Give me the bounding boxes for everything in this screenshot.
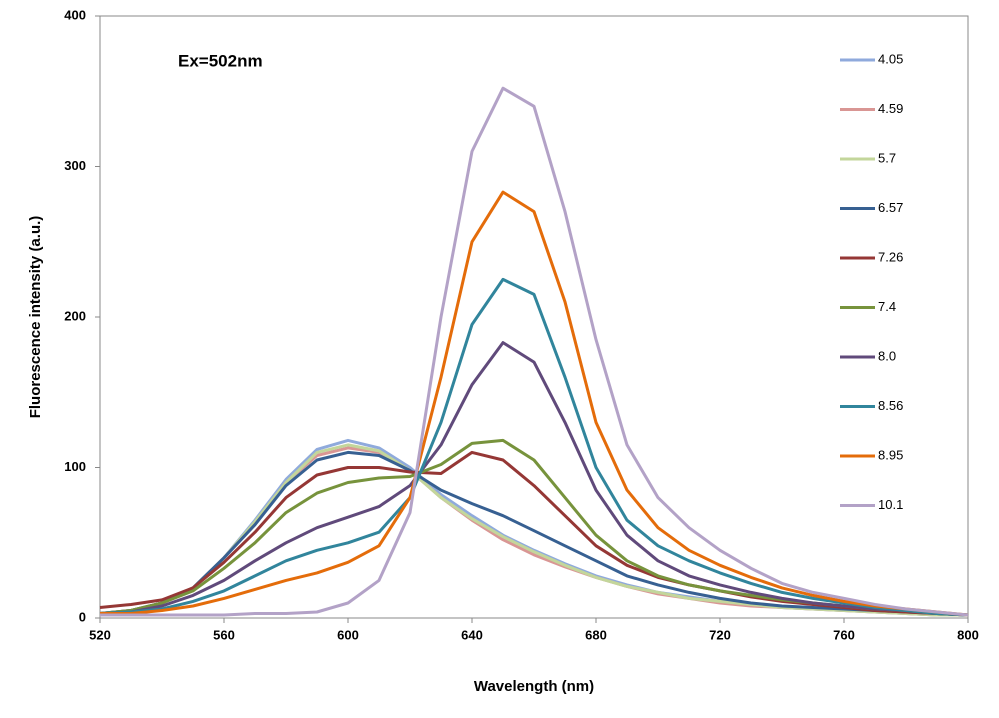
y-tick-label: 0 xyxy=(79,609,86,624)
annotation: Ex=502nm xyxy=(178,51,263,70)
legend-label: 5.7 xyxy=(878,150,896,165)
y-tick-label: 200 xyxy=(64,308,86,323)
x-tick-label: 640 xyxy=(461,627,483,642)
y-tick-label: 300 xyxy=(64,158,86,173)
x-tick-label: 760 xyxy=(833,627,855,642)
legend-label: 10.1 xyxy=(878,497,903,512)
x-tick-label: 720 xyxy=(709,627,731,642)
x-tick-label: 800 xyxy=(957,627,979,642)
legend-label: 8.0 xyxy=(878,348,896,363)
legend-label: 4.59 xyxy=(878,101,903,116)
series-line xyxy=(99,341,969,617)
legend-label: 7.4 xyxy=(878,299,896,314)
series-line xyxy=(99,450,969,617)
x-tick-label: 520 xyxy=(89,627,111,642)
y-axis-label: Fluorescence intensity (a.u.) xyxy=(27,216,44,419)
legend-label: 8.56 xyxy=(878,398,903,413)
series-line xyxy=(100,190,969,617)
x-tick-label: 680 xyxy=(585,627,607,642)
series-line xyxy=(99,450,969,617)
y-tick-label: 400 xyxy=(64,7,86,22)
x-tick-label: 560 xyxy=(213,627,235,642)
x-tick-label: 600 xyxy=(337,627,359,642)
y-tick-label: 100 xyxy=(64,459,86,474)
legend-label: 8.95 xyxy=(878,447,903,462)
legend-label: 6.57 xyxy=(878,200,903,215)
legend-label: 4.05 xyxy=(878,51,903,66)
legend-label: 7.26 xyxy=(878,249,903,264)
x-axis-label: Wavelength (nm) xyxy=(474,678,594,695)
series-line xyxy=(99,277,969,617)
series-line xyxy=(100,86,969,617)
